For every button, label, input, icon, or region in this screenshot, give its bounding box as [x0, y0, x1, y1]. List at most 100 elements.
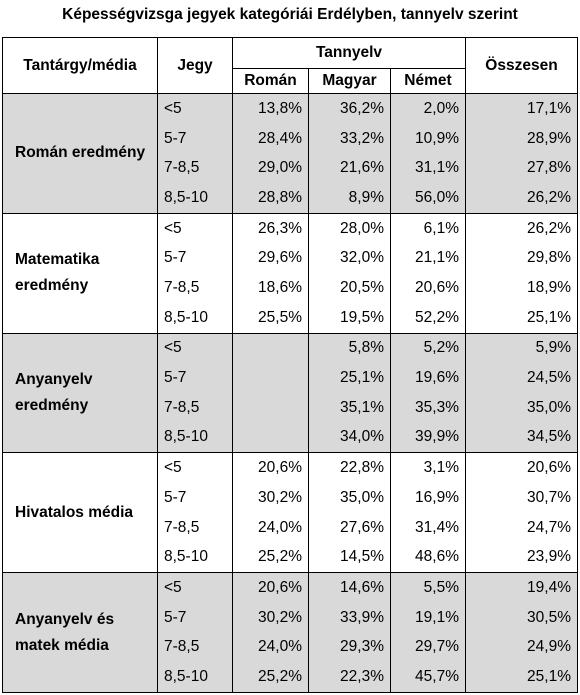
table-row: Anyanyelv és matek média <5 20,6% 14,6% 5,5%…	[2, 572, 578, 693]
total-cell: 34,5%	[465, 422, 578, 454]
grade-cell: 8,5-10	[157, 422, 233, 454]
grade-cell: 8,5-10	[157, 183, 233, 214]
total-cell: 29,8%	[465, 243, 578, 274]
grade-cell: 7-8,5	[157, 512, 233, 543]
roman-cell: 20,6%	[232, 572, 309, 603]
header-subject: Tantárgy/média	[2, 37, 158, 94]
total-cell: 27,8%	[465, 153, 578, 184]
subject-label: Román eredmény	[2, 93, 158, 214]
grade-cell: 8,5-10	[157, 662, 233, 694]
magyar-cell: 20,5%	[308, 273, 391, 303]
header-nemet: Német	[390, 68, 466, 94]
nemet-cell: 10,9%	[390, 123, 466, 154]
table-row: 5-7 30,2% 35,0% 16,9% 30,7%	[3, 483, 578, 513]
magyar-cell: 27,6%	[308, 512, 391, 543]
roman-cell: 20,6%	[232, 452, 309, 484]
table-row: 5-7 30,2% 33,9% 19,1% 30,5%	[3, 602, 578, 633]
grade-cell: 7-8,5	[157, 153, 233, 184]
table-row: 8,5-10 25,2% 14,5% 48,6% 23,9%	[3, 542, 578, 574]
table-row: 5-7 28,4% 33,2% 10,9% 28,9%	[3, 123, 578, 154]
roman-cell: 26,3%	[232, 212, 309, 244]
magyar-cell: 14,5%	[308, 542, 391, 574]
grade-cell: 5-7	[157, 243, 233, 274]
header-total: Összesen	[465, 37, 578, 94]
subject-label: Matematika eredmény	[2, 212, 158, 334]
roman-cell	[232, 422, 309, 454]
table-row: 7-8,5 18,6% 20,5% 20,6% 18,9%	[3, 273, 578, 303]
nemet-cell: 5,2%	[390, 332, 466, 364]
magyar-cell: 14,6%	[308, 572, 391, 603]
table-row: 8,5-10 25,5% 19,5% 52,2% 25,1%	[3, 302, 578, 334]
nemet-cell: 31,1%	[390, 153, 466, 184]
nemet-cell: 35,3%	[390, 392, 466, 423]
table-row: Anyanyelv eredmény <5 5,8% 5,2% 5,9%	[2, 332, 578, 454]
nemet-cell: 6,1%	[390, 212, 466, 244]
table-row: 8,5-10 28,8% 8,9% 56,0% 26,2%	[3, 183, 578, 214]
magyar-cell: 34,0%	[308, 422, 391, 454]
magyar-cell: 33,2%	[308, 123, 391, 154]
roman-cell: 28,8%	[232, 183, 309, 214]
roman-cell	[232, 363, 309, 393]
total-cell: 20,6%	[465, 452, 578, 484]
total-cell: 30,5%	[465, 602, 578, 633]
total-cell: 35,0%	[465, 392, 578, 423]
table-row: Román eredmény <5 13,8% 36,2% 2,0% 17,1%	[2, 92, 578, 214]
total-cell: 5,9%	[465, 332, 578, 364]
magyar-cell: 32,0%	[308, 243, 391, 274]
table-row: 5-7 29,6% 32,0% 21,1% 29,8%	[3, 243, 578, 274]
nemet-cell: 56,0%	[390, 183, 466, 214]
roman-cell: 18,6%	[232, 273, 309, 303]
table-title: Képességvizsga jegyek kategóriái Erdélyb…	[62, 6, 518, 23]
total-cell: 17,1%	[465, 92, 578, 124]
table-row: 5-7 25,1% 19,6% 24,5%	[3, 363, 578, 393]
grade-cell: <5	[157, 332, 233, 364]
grade-cell: <5	[157, 452, 233, 484]
subject-label: Anyanyelv eredmény	[2, 332, 158, 454]
magyar-cell: 25,1%	[308, 363, 391, 393]
subject-label: Anyanyelv és matek média	[2, 572, 158, 693]
total-cell: 26,2%	[465, 212, 578, 244]
grade-cell: 5-7	[157, 602, 233, 633]
total-cell: 24,9%	[465, 632, 578, 663]
total-cell: 26,2%	[465, 183, 578, 214]
roman-cell: 29,0%	[232, 153, 309, 184]
nemet-cell: 48,6%	[390, 542, 466, 574]
table-row: 8,5-10 25,2% 22,3% 45,7% 25,1%	[3, 662, 578, 694]
total-cell: 25,1%	[465, 662, 578, 694]
magyar-cell: 5,8%	[308, 332, 391, 364]
nemet-cell: 19,1%	[390, 602, 466, 633]
roman-cell: 30,2%	[232, 483, 309, 513]
magyar-cell: 28,0%	[308, 212, 391, 244]
roman-cell: 30,2%	[232, 602, 309, 633]
roman-cell	[232, 392, 309, 423]
table-body: Román eredmény <5 13,8% 36,2% 2,0% 17,1% 5-7 28…	[2, 92, 578, 694]
header-grade: Jegy	[157, 37, 233, 94]
total-cell: 24,7%	[465, 512, 578, 543]
nemet-cell: 19,6%	[390, 363, 466, 393]
roman-cell: 29,6%	[232, 243, 309, 274]
total-cell: 19,4%	[465, 572, 578, 603]
grade-cell: 5-7	[157, 123, 233, 154]
table-row: 7-8,5 35,1% 35,3% 35,0%	[3, 392, 578, 423]
table-row: Matematika eredmény <5 26,3% 28,0% 6,1% 26,2%	[2, 212, 578, 334]
table-row: 7-8,5 24,0% 29,3% 29,7% 24,9%	[3, 632, 578, 663]
header-magyar: Magyar	[308, 68, 391, 94]
grade-cell: 5-7	[157, 483, 233, 513]
magyar-cell: 35,0%	[308, 483, 391, 513]
grade-cell: 7-8,5	[157, 632, 233, 663]
magyar-cell: 22,3%	[308, 662, 391, 694]
table-row: 7-8,5 24,0% 27,6% 31,4% 24,7%	[3, 512, 578, 543]
header-language: Tannyelv	[232, 37, 466, 69]
magyar-cell: 35,1%	[308, 392, 391, 423]
nemet-cell: 3,1%	[390, 452, 466, 484]
grade-cell: 7-8,5	[157, 273, 233, 303]
magyar-cell: 21,6%	[308, 153, 391, 184]
total-cell: 30,7%	[465, 483, 578, 513]
total-cell: 24,5%	[465, 363, 578, 393]
grade-cell: <5	[157, 212, 233, 244]
magyar-cell: 8,9%	[308, 183, 391, 214]
header-roman: Román	[232, 68, 309, 94]
grade-cell: <5	[157, 572, 233, 603]
grade-cell: <5	[157, 92, 233, 124]
nemet-cell: 52,2%	[390, 302, 466, 334]
